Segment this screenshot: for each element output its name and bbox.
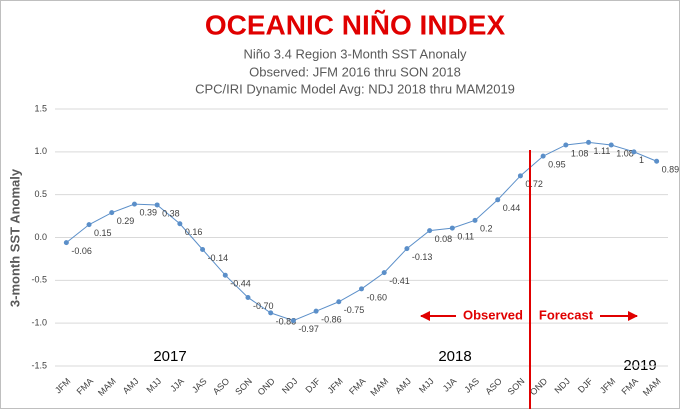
marker (359, 286, 364, 292)
data-label: 0.89 (662, 165, 680, 175)
y-tick-label: -1.5 (31, 360, 47, 370)
data-label: -0.75 (344, 305, 365, 315)
year-label: 2018 (438, 348, 471, 365)
marker (381, 270, 387, 276)
y-tick-label: -0.5 (31, 275, 47, 285)
data-label: -0.41 (389, 276, 410, 286)
data-label: -0.14 (208, 253, 229, 263)
marker (472, 217, 478, 223)
y-axis-label: 3-month SST Anomaly (7, 168, 22, 307)
marker (154, 202, 160, 208)
marker (245, 294, 251, 300)
data-label: 0.29 (117, 216, 135, 226)
subtitle: Observed: JFM 2016 thru SON 2018 (249, 64, 461, 79)
marker (131, 201, 137, 207)
marker (313, 308, 319, 314)
data-label: 1.08 (616, 148, 634, 158)
data-label: 0.39 (139, 207, 157, 217)
data-label: 1 (639, 155, 644, 165)
data-label: -0.86 (321, 315, 342, 325)
year-label: 2017 (153, 348, 186, 365)
data-label: 0.44 (503, 203, 521, 213)
marker (608, 142, 614, 148)
marker (109, 210, 115, 216)
marker (586, 139, 592, 145)
data-label: 0.11 (457, 231, 474, 241)
marker (517, 173, 523, 179)
marker (495, 197, 501, 203)
data-label: -0.44 (230, 279, 251, 289)
data-label: 0.16 (185, 227, 203, 237)
marker (86, 222, 92, 228)
data-label: -0.06 (71, 246, 92, 256)
forecast-label: Forecast (539, 307, 594, 322)
data-label: 0.08 (435, 234, 453, 244)
data-label: -0.97 (298, 324, 319, 334)
marker (290, 318, 296, 324)
marker (427, 228, 433, 234)
y-tick-label: 1.5 (34, 103, 47, 113)
marker (404, 246, 410, 252)
marker (222, 272, 228, 278)
marker (177, 221, 183, 227)
marker (654, 158, 660, 164)
y-tick-label: 1.0 (34, 146, 47, 156)
y-tick-label: 0.0 (34, 232, 47, 242)
data-label: 0.38 (162, 208, 180, 218)
year-label: 2019 (623, 357, 656, 374)
subtitle: Niño 3.4 Region 3-Month SST Anonaly (243, 46, 467, 61)
data-label: 1.11 (594, 146, 611, 156)
marker (449, 225, 455, 231)
marker (336, 299, 342, 305)
y-tick-label: -1.0 (31, 318, 47, 328)
marker (200, 246, 206, 252)
subtitle: CPC/IRI Dynamic Model Avg: NDJ 2018 thru… (195, 81, 515, 96)
data-label: 0.15 (94, 228, 112, 238)
marker (540, 153, 546, 159)
chart-title: OCEANIC NIÑO INDEX (205, 9, 506, 40)
marker (63, 240, 69, 246)
data-label: 1.08 (571, 148, 589, 158)
observed-label: Observed (463, 307, 523, 322)
data-label: -0.70 (253, 301, 274, 311)
y-tick-label: 0.5 (34, 189, 47, 199)
data-label: 0.2 (480, 224, 493, 234)
data-label: 0.95 (548, 159, 566, 169)
data-label: 0.72 (525, 179, 543, 189)
marker (268, 310, 274, 316)
data-label: -0.60 (367, 292, 388, 302)
marker (563, 142, 569, 148)
data-label: -0.88 (276, 316, 297, 326)
marker (631, 149, 637, 155)
data-label: -0.13 (412, 252, 433, 262)
